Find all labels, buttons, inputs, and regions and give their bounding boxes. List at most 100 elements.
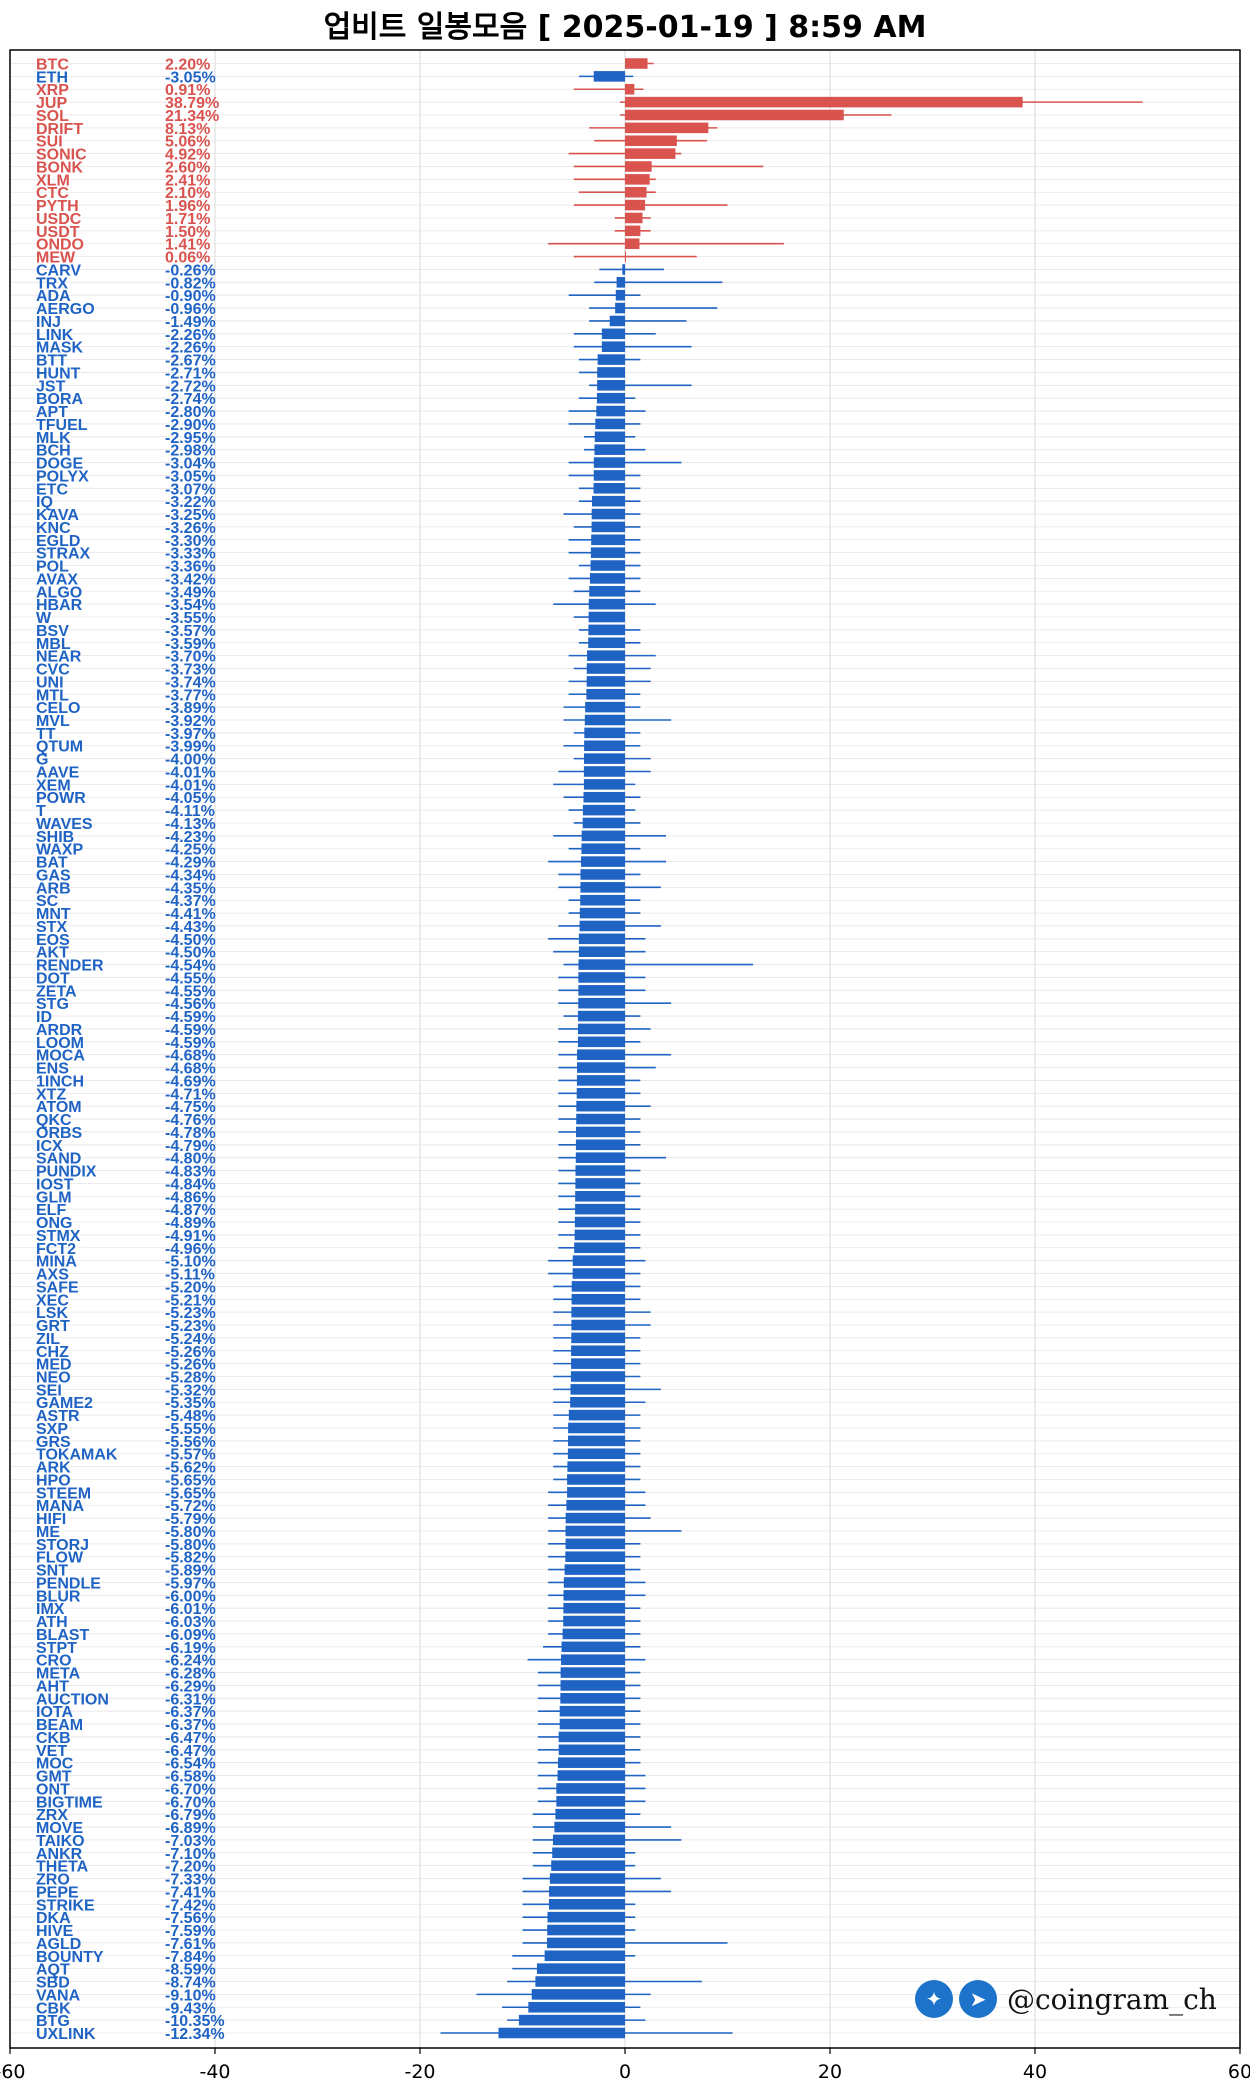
coin-label-etc: ETC	[36, 481, 68, 498]
coin-label-waxp: WAXP	[36, 842, 83, 859]
coin-label-akt: AKT	[36, 945, 69, 962]
coin-percent-egld: -3.30%	[165, 533, 216, 550]
coin-percent-polyx: -3.05%	[165, 468, 216, 485]
coin-label-bigtime: BIGTIME	[36, 1794, 103, 1811]
coin-percent-sei: -5.32%	[165, 1382, 216, 1399]
coin-percent-tokamak: -5.57%	[165, 1447, 216, 1464]
coin-label-ada: ADA	[36, 288, 71, 305]
coin-label-eth: ETH	[36, 69, 68, 86]
coin-label-astr: ASTR	[36, 1408, 80, 1425]
coin-label-xlm: XLM	[36, 172, 70, 189]
coin-percent-qtum: -3.99%	[165, 739, 216, 756]
telegram-icon[interactable]: ➤	[959, 1980, 997, 2018]
coin-label-strax: STRAX	[36, 546, 91, 563]
coin-percent-steem: -5.65%	[165, 1485, 216, 1502]
coin-percent-bat: -4.29%	[165, 855, 216, 872]
coin-label-hive: HIVE	[36, 1923, 74, 1940]
coin-percent-ondo: 1.41%	[165, 237, 210, 254]
coin-label-move: MOVE	[36, 1820, 83, 1837]
coin-percent-iost: -4.84%	[165, 1176, 216, 1193]
coin-percent-move: -6.89%	[165, 1820, 216, 1837]
coin-label-bonk: BONK	[36, 159, 84, 176]
twitter-icon[interactable]: ✦	[915, 1980, 953, 2018]
coin-percent-zil: -5.24%	[165, 1331, 216, 1348]
coin-percent-hifi: -5.79%	[165, 1511, 216, 1528]
coin-percent-inj: -1.49%	[165, 314, 216, 331]
coin-percent-sol: 21.34%	[165, 108, 219, 125]
coin-label-mew: MEW	[36, 250, 76, 267]
coin-label-bch: BCH	[36, 443, 71, 460]
coin-percent-gmt: -6.58%	[165, 1769, 216, 1786]
range-lines	[440, 62, 1143, 2034]
coin-percent-qkc: -4.76%	[165, 1112, 216, 1129]
coin-label-glm: GLM	[36, 1189, 72, 1206]
coin-label-stg: STG	[36, 996, 69, 1013]
coin-percent-carv: -0.26%	[165, 262, 216, 279]
coin-label-usdt: USDT	[36, 224, 80, 241]
coin-percent-xrp: 0.91%	[165, 82, 210, 99]
coin-label-near: NEAR	[36, 649, 82, 666]
coin-percent-zro: -7.33%	[165, 1872, 216, 1889]
coin-percent-bsv: -3.57%	[165, 623, 216, 640]
coin-percent-storj: -5.80%	[165, 1537, 216, 1554]
coin-percent-beam: -6.37%	[165, 1717, 216, 1734]
coin-label-iq: IQ	[36, 494, 53, 511]
x-axis-ticks: -60 -40 -20 0 20 40 60	[0, 2048, 1250, 2083]
coin-percent-mlk: -2.95%	[165, 430, 216, 447]
coin-percent-ardr: -4.59%	[165, 1022, 216, 1039]
coin-label-qkc: QKC	[36, 1112, 72, 1129]
coin-label-shib: SHIB	[36, 829, 74, 846]
coin-label-render: RENDER	[36, 958, 104, 975]
coin-label-mvl: MVL	[36, 713, 70, 730]
coin-label-bounty: BOUNTY	[36, 1949, 104, 1966]
coin-label-xem: XEM	[36, 777, 71, 794]
coin-label-btc: BTC	[36, 57, 69, 74]
coin-percent-strike: -7.42%	[165, 1897, 216, 1914]
coin-percent-sand: -4.80%	[165, 1151, 216, 1168]
x-tick-label: -20	[404, 2061, 435, 2083]
coin-percent-knc: -3.26%	[165, 520, 216, 537]
coin-label-vana: VANA	[36, 1987, 81, 2004]
coin-percent-celo: -3.89%	[165, 700, 216, 717]
coin-label-dot: DOT	[36, 970, 70, 987]
coin-label-ckb: CKB	[36, 1730, 71, 1747]
coin-percent-grs: -5.56%	[165, 1434, 216, 1451]
coin-label-mina: MINA	[36, 1254, 77, 1271]
coin-percent-flow: -5.82%	[165, 1550, 216, 1567]
coin-label-drift: DRIFT	[36, 121, 83, 138]
coin-label-orbs: ORBS	[36, 1125, 83, 1142]
coin-percent-waves: -4.13%	[165, 816, 216, 833]
coin-percent-theta: -7.20%	[165, 1859, 216, 1876]
coin-percent-elf: -4.87%	[165, 1202, 216, 1219]
coin-label-steem: STEEM	[36, 1485, 91, 1502]
coin-percent-lsk: -5.23%	[165, 1305, 216, 1322]
coin-percent-fct2: -4.96%	[165, 1241, 216, 1258]
coin-percent-ankr: -7.10%	[165, 1846, 216, 1863]
coin-percent-uni: -3.74%	[165, 674, 216, 691]
coin-percent-stx: -4.43%	[165, 919, 216, 936]
coin-percent-zrx: -6.79%	[165, 1807, 216, 1824]
coin-percent-chz: -5.26%	[165, 1344, 216, 1361]
coin-label-mtl: MTL	[36, 687, 69, 704]
coin-label-pol: POL	[36, 559, 69, 576]
coin-label-icx: ICX	[36, 1138, 63, 1155]
coin-percent-gas: -4.34%	[165, 867, 216, 884]
x-tick-label: 20	[818, 2061, 842, 2083]
coin-label-grt: GRT	[36, 1318, 70, 1335]
coin-percent-aergo: -0.96%	[165, 301, 216, 318]
coin-percent-dka: -7.56%	[165, 1910, 216, 1927]
coin-percent-shib: -4.23%	[165, 829, 216, 846]
coin-label-stmx: STMX	[36, 1228, 81, 1245]
coin-percent-etc: -3.07%	[165, 481, 216, 498]
coin-percent-powr: -4.05%	[165, 790, 216, 807]
coin-label-grs: GRS	[36, 1434, 71, 1451]
coin-label-egld: EGLD	[36, 533, 80, 550]
coin-label-flow: FLOW	[36, 1550, 84, 1567]
coin-percent-ens: -4.68%	[165, 1061, 216, 1078]
coin-percent-mask: -2.26%	[165, 340, 216, 357]
x-tick-label: 60	[1228, 2061, 1250, 2083]
coin-percent-strax: -3.33%	[165, 546, 216, 563]
coin-percent-algo: -3.49%	[165, 584, 216, 601]
coin-percent-xec: -5.21%	[165, 1292, 216, 1309]
coin-percent-imx: -6.01%	[165, 1601, 216, 1618]
